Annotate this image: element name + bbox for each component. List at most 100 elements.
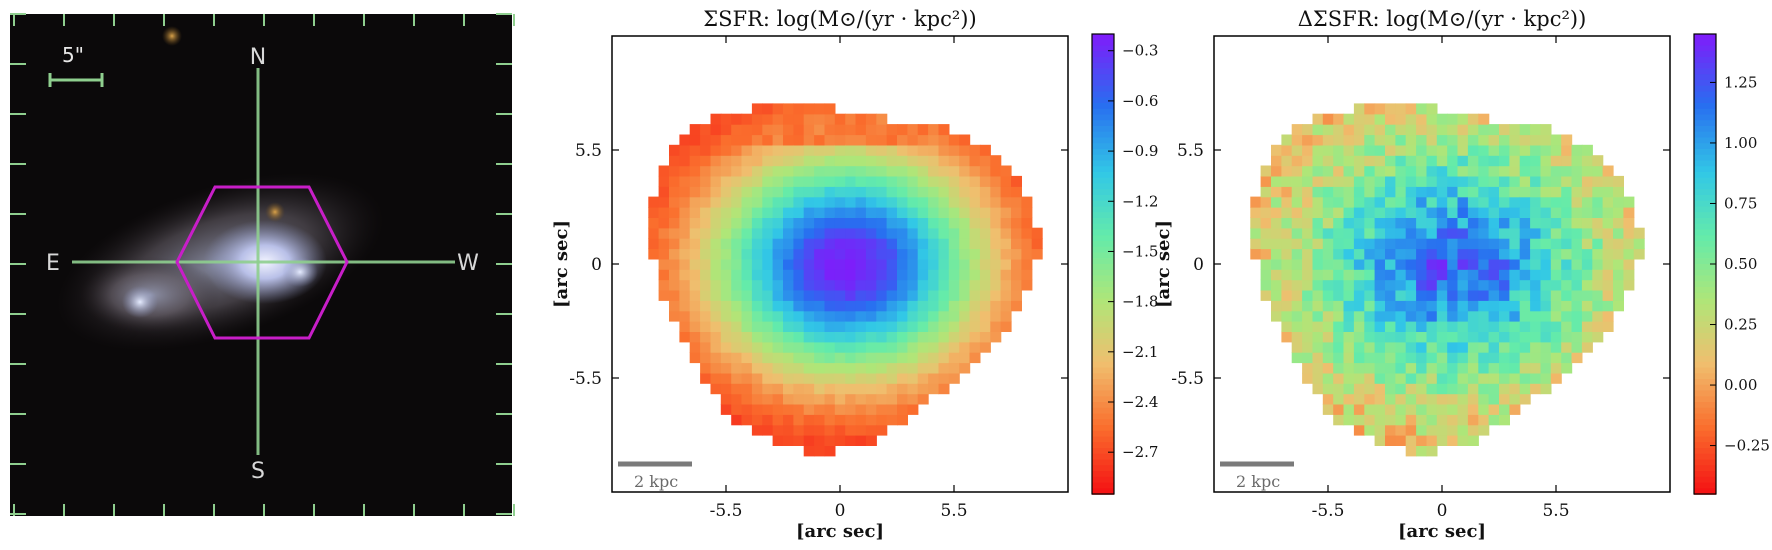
- colorbar-segment: [1092, 384, 1114, 392]
- colorbar-segment: [1092, 246, 1114, 254]
- heatmap-cell: [1405, 362, 1417, 374]
- heatmap-cell: [814, 217, 826, 229]
- heatmap-cell: [1364, 414, 1376, 426]
- colorbar-segment: [1092, 218, 1114, 225]
- heatmap-cell: [907, 258, 919, 270]
- heatmap-cell: [1405, 279, 1417, 291]
- heatmap-cell: [803, 113, 815, 125]
- heatmap-cell: [897, 155, 908, 167]
- heatmap-cell: [700, 289, 712, 301]
- colorbar-segment: [1694, 241, 1716, 248]
- colorbar-segment: [1694, 34, 1716, 41]
- colorbar-segment: [1694, 361, 1716, 369]
- heatmap-cell: [648, 248, 660, 260]
- colorbar-segment: [1092, 149, 1114, 156]
- heatmap-cell: [1395, 238, 1407, 250]
- heatmap-cell: [1291, 207, 1303, 218]
- heatmap-cell: [731, 207, 743, 218]
- heatmap-cell: [959, 269, 971, 281]
- heatmap-cell: [1478, 269, 1490, 281]
- heatmap-cell: [897, 279, 908, 291]
- colorbar-segment: [1694, 321, 1716, 329]
- heatmap-cell: [1436, 289, 1448, 301]
- heatmap-cell: [824, 238, 836, 250]
- heatmap-cell: [1519, 269, 1531, 281]
- heatmap-cell: [1581, 238, 1593, 250]
- heatmap-cell: [1385, 321, 1396, 332]
- heatmap-cell: [1343, 310, 1355, 322]
- heatmap-cell: [979, 248, 991, 260]
- heatmap-cell: [1478, 393, 1490, 405]
- heatmap-cell: [886, 144, 898, 156]
- heatmap-cell: [751, 238, 763, 250]
- heatmap-cell: [1457, 414, 1469, 426]
- heatmap-cell: [959, 144, 971, 156]
- heatmap-cell: [1291, 124, 1303, 136]
- heatmap-cell: [772, 310, 784, 322]
- heatmap-cell: [1333, 279, 1345, 291]
- heatmap-cell: [886, 186, 898, 198]
- heatmap-cell: [845, 238, 857, 250]
- heatmap-cell: [1374, 300, 1386, 312]
- heatmap-cell: [1333, 393, 1345, 405]
- heatmap-cell: [1478, 217, 1490, 229]
- heatmap-cell: [1302, 300, 1314, 312]
- heatmap-cell: [1291, 300, 1303, 312]
- heatmap-cell: [1374, 372, 1386, 384]
- heatmap-cell: [1426, 435, 1438, 446]
- heatmap-cell: [1416, 103, 1428, 115]
- heatmap-cell: [1550, 310, 1562, 322]
- heatmap-cell: [959, 165, 971, 177]
- heatmap-cell: [1021, 196, 1033, 208]
- heatmap-cell: [1374, 227, 1386, 239]
- heatmap-cell: [1478, 300, 1490, 312]
- heatmap-cell: [1374, 103, 1386, 115]
- colorbar-segment: [1694, 338, 1716, 346]
- heatmap-cell: [824, 341, 836, 353]
- heatmap-cell: [1467, 414, 1479, 426]
- heatmap-cell: [1530, 248, 1542, 260]
- heatmap-cell: [772, 134, 784, 146]
- heatmap-cell: [865, 300, 877, 312]
- heatmap-cell: [720, 362, 732, 374]
- heatmap-cell: [1021, 217, 1033, 229]
- heatmap-cell: [1405, 144, 1417, 156]
- heatmap-cell: [1457, 134, 1469, 146]
- heatmap-cell: [772, 383, 784, 395]
- heatmap-cell: [948, 362, 960, 374]
- heatmap-cell: [814, 248, 826, 260]
- colorbar-segment: [1092, 344, 1114, 352]
- heatmap-cell: [969, 341, 981, 353]
- heatmap-cell: [1530, 289, 1542, 301]
- heatmap-cell: [1416, 289, 1428, 301]
- heatmap-cell: [783, 414, 794, 426]
- heatmap-cell: [700, 155, 712, 167]
- heatmap-cell: [751, 383, 763, 395]
- heatmap-cell: [1426, 113, 1438, 125]
- heatmap-cell: [1581, 165, 1593, 177]
- colorbar-segment: [1694, 108, 1716, 116]
- heatmap-cell: [1343, 155, 1355, 167]
- heatmap-cell: [1281, 207, 1293, 218]
- heatmap-cell: [886, 258, 898, 270]
- heatmap-cell: [762, 238, 774, 250]
- heatmap-cell: [1281, 196, 1293, 208]
- heatmap-cell: [1416, 383, 1428, 395]
- heatmap-cell: [1364, 341, 1376, 353]
- heatmap-cell: [1011, 300, 1022, 312]
- heatmap-cell: [834, 331, 846, 343]
- heatmap-cell: [762, 414, 774, 426]
- heatmap-cell: [1447, 300, 1459, 312]
- heatmap-cell: [855, 362, 867, 374]
- heatmap-cell: [1416, 352, 1428, 364]
- heatmap-cell: [907, 186, 919, 198]
- heatmap-cell: [938, 289, 950, 301]
- heatmap-cell: [1519, 321, 1531, 332]
- heatmap-cell: [1405, 383, 1417, 395]
- heatmap-cell: [876, 175, 888, 187]
- heatmap-cell: [865, 435, 877, 446]
- heatmap-cell: [1519, 289, 1531, 301]
- heatmap-cell: [1519, 248, 1531, 260]
- heatmap-cell: [928, 352, 940, 364]
- heatmap-cell: [814, 279, 826, 291]
